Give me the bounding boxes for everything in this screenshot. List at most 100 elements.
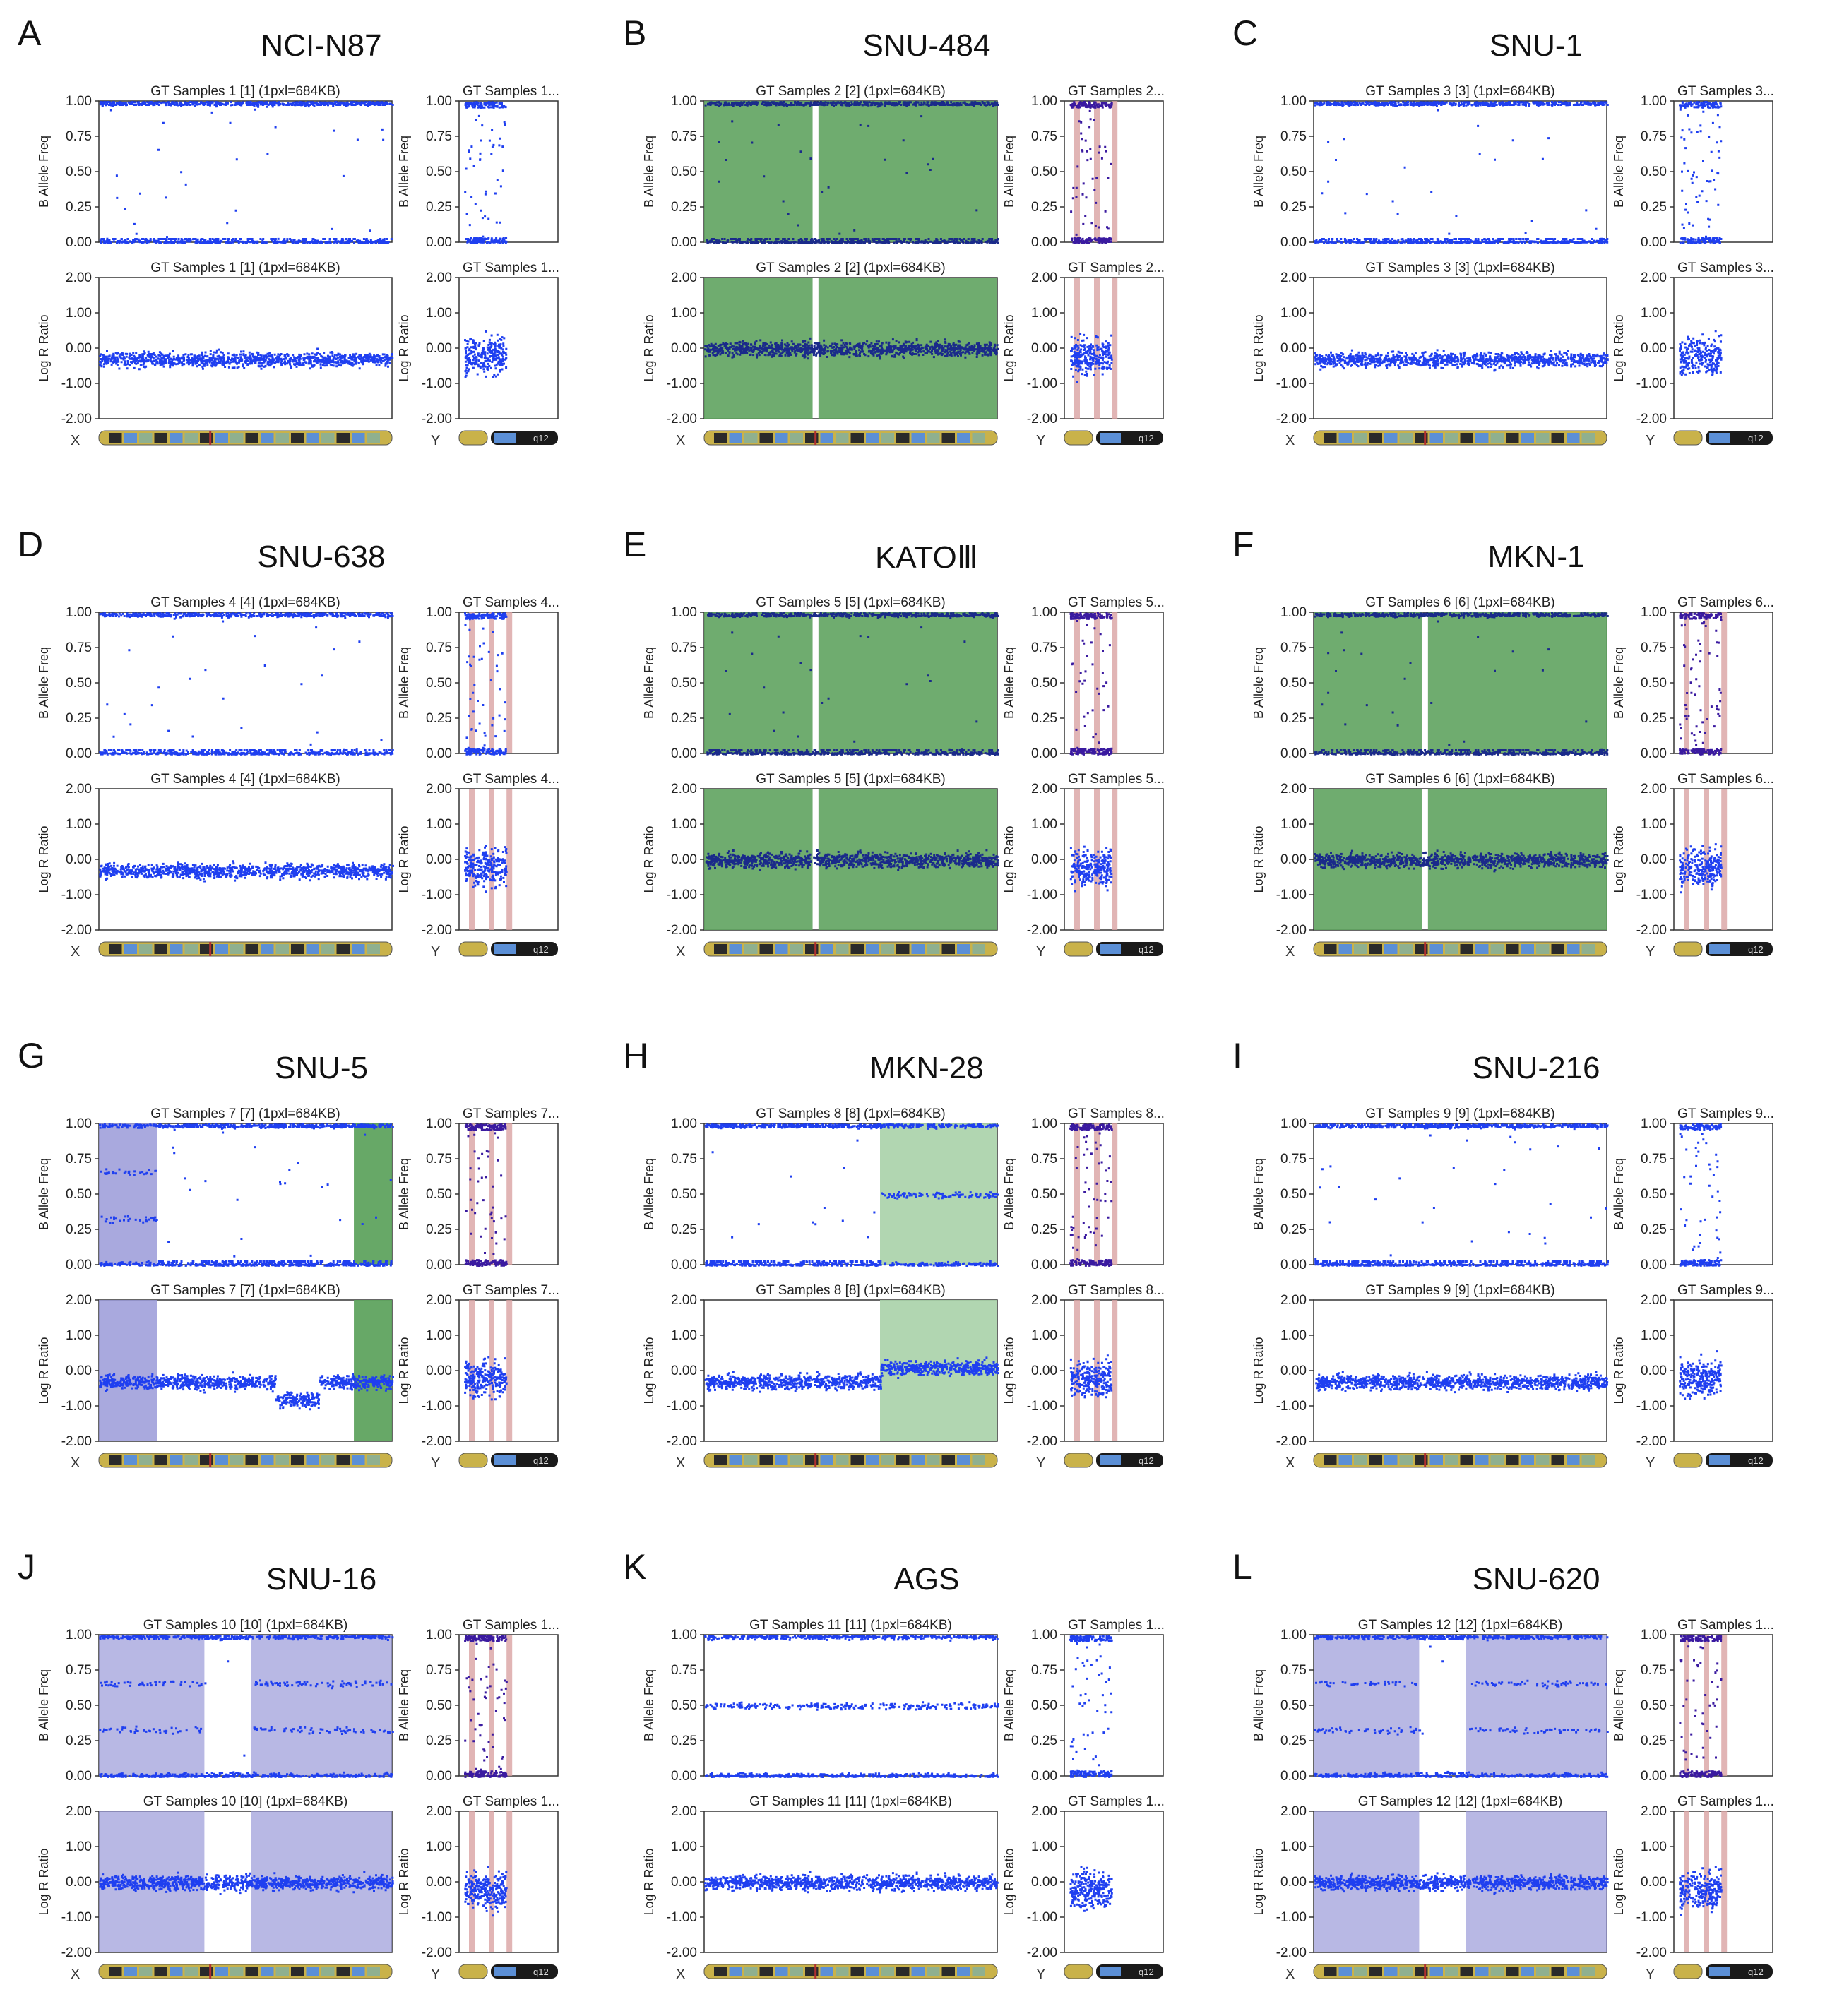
ideogram-band	[124, 1455, 137, 1465]
plot-area	[98, 277, 393, 419]
panel-c: C SNU-1 GT Samples 3 [3] (1pxl=684KB) 1.00 0…	[1232, 13, 1797, 479]
y-tick-label: 0.75	[1031, 640, 1057, 655]
ideogram-band	[881, 433, 894, 443]
y-tick-label: 1.00	[1031, 605, 1057, 620]
ideogram-body	[1673, 1453, 1703, 1468]
y-axis-label: B Allele Freq	[397, 1158, 411, 1230]
y-tick-label: -2.00	[1636, 412, 1667, 427]
baf-y-plot: GT Samples 1... 1.00 0.75 0.50 0.25 0.00 B All…	[397, 84, 559, 250]
cell-line-title: KATOⅢ	[874, 540, 979, 575]
ideogram-band	[1369, 433, 1382, 443]
ideogram-band	[790, 1455, 803, 1465]
y-tick-label: -2.00	[61, 412, 92, 427]
ideogram-band	[881, 1455, 894, 1465]
y-tick-label: 0.25	[426, 200, 452, 215]
ideogram-band	[911, 433, 925, 443]
chart-svg: GT Samples 9 [9] (1pxl=684KB) 1.00 0.75 0.5…	[1252, 1107, 1774, 1471]
chromosome-x-label: X	[1285, 433, 1295, 448]
ideogram-band	[1490, 433, 1504, 443]
plot-header: GT Samples 9 [9] (1pxl=684KB)	[1365, 1283, 1554, 1298]
y-tick-label: 0.75	[426, 1152, 452, 1167]
y-tick-label: 1.00	[1641, 306, 1667, 321]
ideogram-band	[896, 1455, 910, 1465]
y-tick-label: 0.75	[1280, 129, 1307, 144]
y-tick-label: 0.50	[1641, 165, 1667, 179]
ideogram-band	[1445, 1967, 1458, 1976]
ideogram-band	[109, 1455, 122, 1465]
ideogram-band	[1324, 1455, 1337, 1465]
y-tick-label: 0.25	[1031, 200, 1057, 215]
y-tick-label: 1.00	[426, 1116, 452, 1131]
y-tick-label: 1.00	[1641, 1116, 1667, 1131]
region-highlight	[354, 1300, 392, 1441]
point-cloud	[464, 101, 508, 244]
chart-svg: GT Samples 11 [11] (1pxl=684KB) 1.00 0.75 0…	[642, 1618, 1165, 1982]
ideogram-band	[1709, 1455, 1730, 1465]
y-tick-label: 0.00	[426, 852, 452, 867]
panel-f: F MKN-1 GT Samples 6 [6] (1pxl=684KB) 1.00 0…	[1232, 524, 1797, 990]
y-tick-label: 0.50	[1280, 676, 1307, 691]
point-cloud	[99, 347, 394, 371]
ideogram-band	[291, 1455, 304, 1465]
y-axis-label: B Allele Freq	[1252, 647, 1266, 719]
y-tick-label: -1.00	[1276, 888, 1307, 902]
ideogram-band	[261, 944, 274, 954]
y-tick-label: 0.50	[671, 676, 697, 691]
ideogram-band	[352, 433, 365, 443]
ideogram-band	[1429, 1455, 1443, 1465]
y-tick-label: -2.00	[422, 923, 452, 938]
point-cloud	[1679, 101, 1723, 244]
region-highlight	[704, 101, 813, 242]
y-axis-label: Log R Ratio	[1252, 1848, 1266, 1915]
plot-header: GT Samples 1 [1] (1pxl=684KB)	[150, 84, 340, 99]
panel-k: K AGS GT Samples 11 [11] (1pxl=684KB) 1.00 0…	[623, 1546, 1188, 2012]
point-cloud	[99, 1871, 394, 1895]
plot-header: GT Samples 2 [2] (1pxl=684KB)	[756, 84, 945, 99]
y-tick-label: 0.50	[671, 1698, 697, 1713]
ideogram-band	[1384, 944, 1398, 954]
y-axis-label: B Allele Freq	[642, 647, 656, 719]
ideogram-band	[1399, 1455, 1413, 1465]
y-tick-label: 1.00	[66, 1628, 92, 1642]
ideogram-band	[352, 1455, 365, 1465]
region-highlight	[251, 1635, 392, 1776]
plot-header: GT Samples 9...	[1677, 1107, 1774, 1121]
y-tick-label: 0.75	[1641, 640, 1667, 655]
y-axis-label: B Allele Freq	[397, 1669, 411, 1741]
y-tick-label: -1.00	[1027, 376, 1057, 391]
plot-header: GT Samples 10 [10] (1pxl=684KB)	[143, 1618, 348, 1633]
y-tick-label: 0.00	[426, 1364, 452, 1378]
y-tick-label: 2.00	[671, 782, 697, 797]
y-axis-label: B Allele Freq	[1612, 647, 1626, 719]
region-highlight	[1094, 101, 1100, 242]
ideogram-band	[1506, 1455, 1519, 1465]
y-tick-label: 0.75	[671, 129, 697, 144]
ideogram-x	[703, 1453, 998, 1468]
y-tick-label: 1.00	[1641, 1839, 1667, 1854]
ideogram-band	[759, 1967, 773, 1976]
lrr-x-plot: GT Samples 3 [3] (1pxl=684KB) 2.00 1.00 0.0…	[1252, 261, 1609, 427]
ideogram-band	[972, 1967, 985, 1976]
baf-x-plot: GT Samples 12 [12] (1pxl=684KB) 1.00 0.75 0…	[1252, 1618, 1609, 1784]
plot-area	[98, 612, 393, 754]
ideogram-band	[744, 433, 758, 443]
y-tick-label: 0.50	[426, 165, 452, 179]
ideogram-band	[184, 944, 198, 954]
ideogram-band	[261, 1967, 274, 1976]
y-tick-label: 0.25	[671, 200, 697, 215]
y-tick-label: -1.00	[61, 376, 92, 391]
y-axis-label: Log R Ratio	[1252, 825, 1266, 893]
y-tick-label: 1.00	[66, 306, 92, 321]
ideogram-band	[820, 1455, 833, 1465]
data-points	[1314, 1872, 1609, 1895]
point-cloud	[99, 860, 395, 883]
ideogram-x	[1313, 430, 1607, 446]
y-tick-label: 0.75	[1031, 1663, 1057, 1678]
y-tick-label: 1.00	[1641, 1628, 1667, 1642]
ideogram-band	[850, 1455, 864, 1465]
y-tick-label: 0.00	[1641, 1258, 1667, 1272]
ideogram-band	[1369, 1967, 1382, 1976]
y-tick-label: 2.00	[1031, 1804, 1057, 1819]
ideogram-y: q12	[458, 430, 558, 446]
